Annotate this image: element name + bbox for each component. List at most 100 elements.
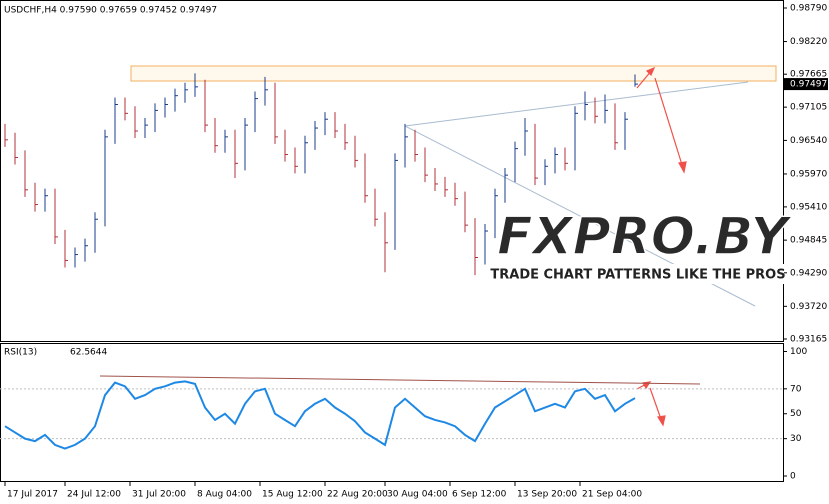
price-bar xyxy=(314,120,318,150)
price-bar xyxy=(24,150,28,197)
price-bar xyxy=(194,73,198,97)
y-tick-label: 100 xyxy=(790,347,807,357)
price-bar xyxy=(164,97,168,118)
price-bar xyxy=(134,106,138,139)
price-bar xyxy=(174,88,178,112)
price-bar xyxy=(364,153,368,203)
price-bar xyxy=(44,188,48,212)
y-tick-label: 0.97105 xyxy=(790,103,827,113)
price-panel xyxy=(0,0,784,342)
x-tick-label: 13 Sep 20:00 xyxy=(517,490,577,500)
price-bar xyxy=(124,97,128,121)
price-bar xyxy=(4,123,8,147)
price-bar xyxy=(454,182,458,206)
rsi-last: 62.5644 xyxy=(70,348,107,358)
price-bar xyxy=(464,191,468,233)
price-bar xyxy=(214,118,218,153)
trend-line xyxy=(404,81,749,127)
price-bar xyxy=(264,76,268,106)
y-tick-label: 0.96540 xyxy=(790,136,827,146)
rsi-trend-line xyxy=(99,375,701,385)
resistance-zone xyxy=(130,65,777,82)
price-bar xyxy=(54,188,58,244)
price-bar xyxy=(334,112,338,139)
y-tick-label: 0.98790 xyxy=(790,4,827,14)
price-bar xyxy=(14,132,18,165)
price-bar xyxy=(564,147,568,171)
price-bar xyxy=(304,135,308,174)
y-tick-label: 50 xyxy=(790,409,802,419)
price-bar xyxy=(444,176,448,197)
price-bar xyxy=(84,238,88,262)
header: USDCHF,H4 0.97590 0.97659 0.97452 0.9749… xyxy=(4,6,217,16)
price-bar xyxy=(184,82,188,103)
x-tick-label: 17 Jul 2017 xyxy=(7,490,58,500)
price-bar xyxy=(514,141,518,183)
price-bar xyxy=(224,129,228,153)
price-bar xyxy=(244,118,248,171)
price-bar xyxy=(234,129,238,179)
x-tick-label: 8 Aug 04:00 xyxy=(197,490,252,500)
price-bar xyxy=(614,103,618,150)
price-bar xyxy=(204,79,208,133)
price-bar xyxy=(104,129,108,227)
x-tick-label: 31 Jul 20:00 xyxy=(132,490,186,500)
price-bar xyxy=(504,168,508,203)
price-bar xyxy=(394,153,398,250)
price-bar xyxy=(34,182,38,212)
x-tick-label: 15 Aug 12:00 xyxy=(262,490,323,500)
price-bar xyxy=(424,147,428,183)
price-bar xyxy=(294,147,298,174)
price-bar xyxy=(554,147,558,174)
x-tick-label: 6 Sep 12:00 xyxy=(452,490,507,500)
price-bar xyxy=(324,112,328,136)
price-bar xyxy=(474,218,478,276)
price-bar xyxy=(434,168,438,192)
y-tick-label: 30 xyxy=(790,434,802,444)
price-bar xyxy=(594,97,598,124)
y-tick-label: 0.95970 xyxy=(790,169,827,179)
price-bar xyxy=(274,82,278,144)
price-bar xyxy=(254,91,258,133)
price-bar xyxy=(64,229,68,268)
current-price-box xyxy=(784,78,828,91)
y-tick-label: 70 xyxy=(790,384,802,394)
logo-brand: FXPRO.BY xyxy=(497,207,793,267)
price-bar xyxy=(94,212,98,253)
x-tick-label: 21 Sep 04:00 xyxy=(582,490,642,500)
price-bar xyxy=(404,123,408,168)
current-price-label: 0.97497 xyxy=(790,80,827,90)
price-bar xyxy=(524,118,528,156)
price-bar xyxy=(574,106,578,171)
price-bar xyxy=(604,94,608,124)
price-bar xyxy=(384,212,388,273)
y-tick-label: 0.94290 xyxy=(790,268,827,278)
price-bar xyxy=(484,223,488,265)
arrows xyxy=(636,66,687,427)
logo-band xyxy=(492,264,784,284)
y-tick-label: 0.95410 xyxy=(790,202,827,212)
price-bar xyxy=(284,129,288,162)
y-tick-label: 0.98220 xyxy=(790,37,827,47)
price-bar xyxy=(374,188,378,227)
logo: FXPRO.BY TRADE CHART PATTERNS LIKE THE P… xyxy=(490,206,794,284)
y-tick-label: 0.97665 xyxy=(790,70,827,80)
logo-tagline: TRADE CHART PATTERNS LIKE THE PROS xyxy=(490,268,785,283)
price-bar xyxy=(544,159,548,186)
price-bar xyxy=(534,123,538,186)
x-tick-label: 24 Jul 12:00 xyxy=(67,490,121,500)
price-bar xyxy=(634,74,638,87)
x-tick-label: 30 Aug 04:00 xyxy=(387,490,448,500)
y-tick-label: 0.93720 xyxy=(790,302,827,312)
y-tick-label: 0.93165 xyxy=(790,334,827,344)
y-tick-label: 0.94845 xyxy=(790,236,827,246)
x-tick-label: 22 Aug 20:00 xyxy=(327,490,388,500)
price-bar xyxy=(154,103,158,133)
price-bar xyxy=(414,129,418,162)
rsi-title: RSI(13) xyxy=(4,348,37,358)
rsi-panel xyxy=(0,343,784,482)
price-bar xyxy=(144,118,148,139)
price-bar xyxy=(624,112,628,150)
rsi-line xyxy=(4,380,636,450)
